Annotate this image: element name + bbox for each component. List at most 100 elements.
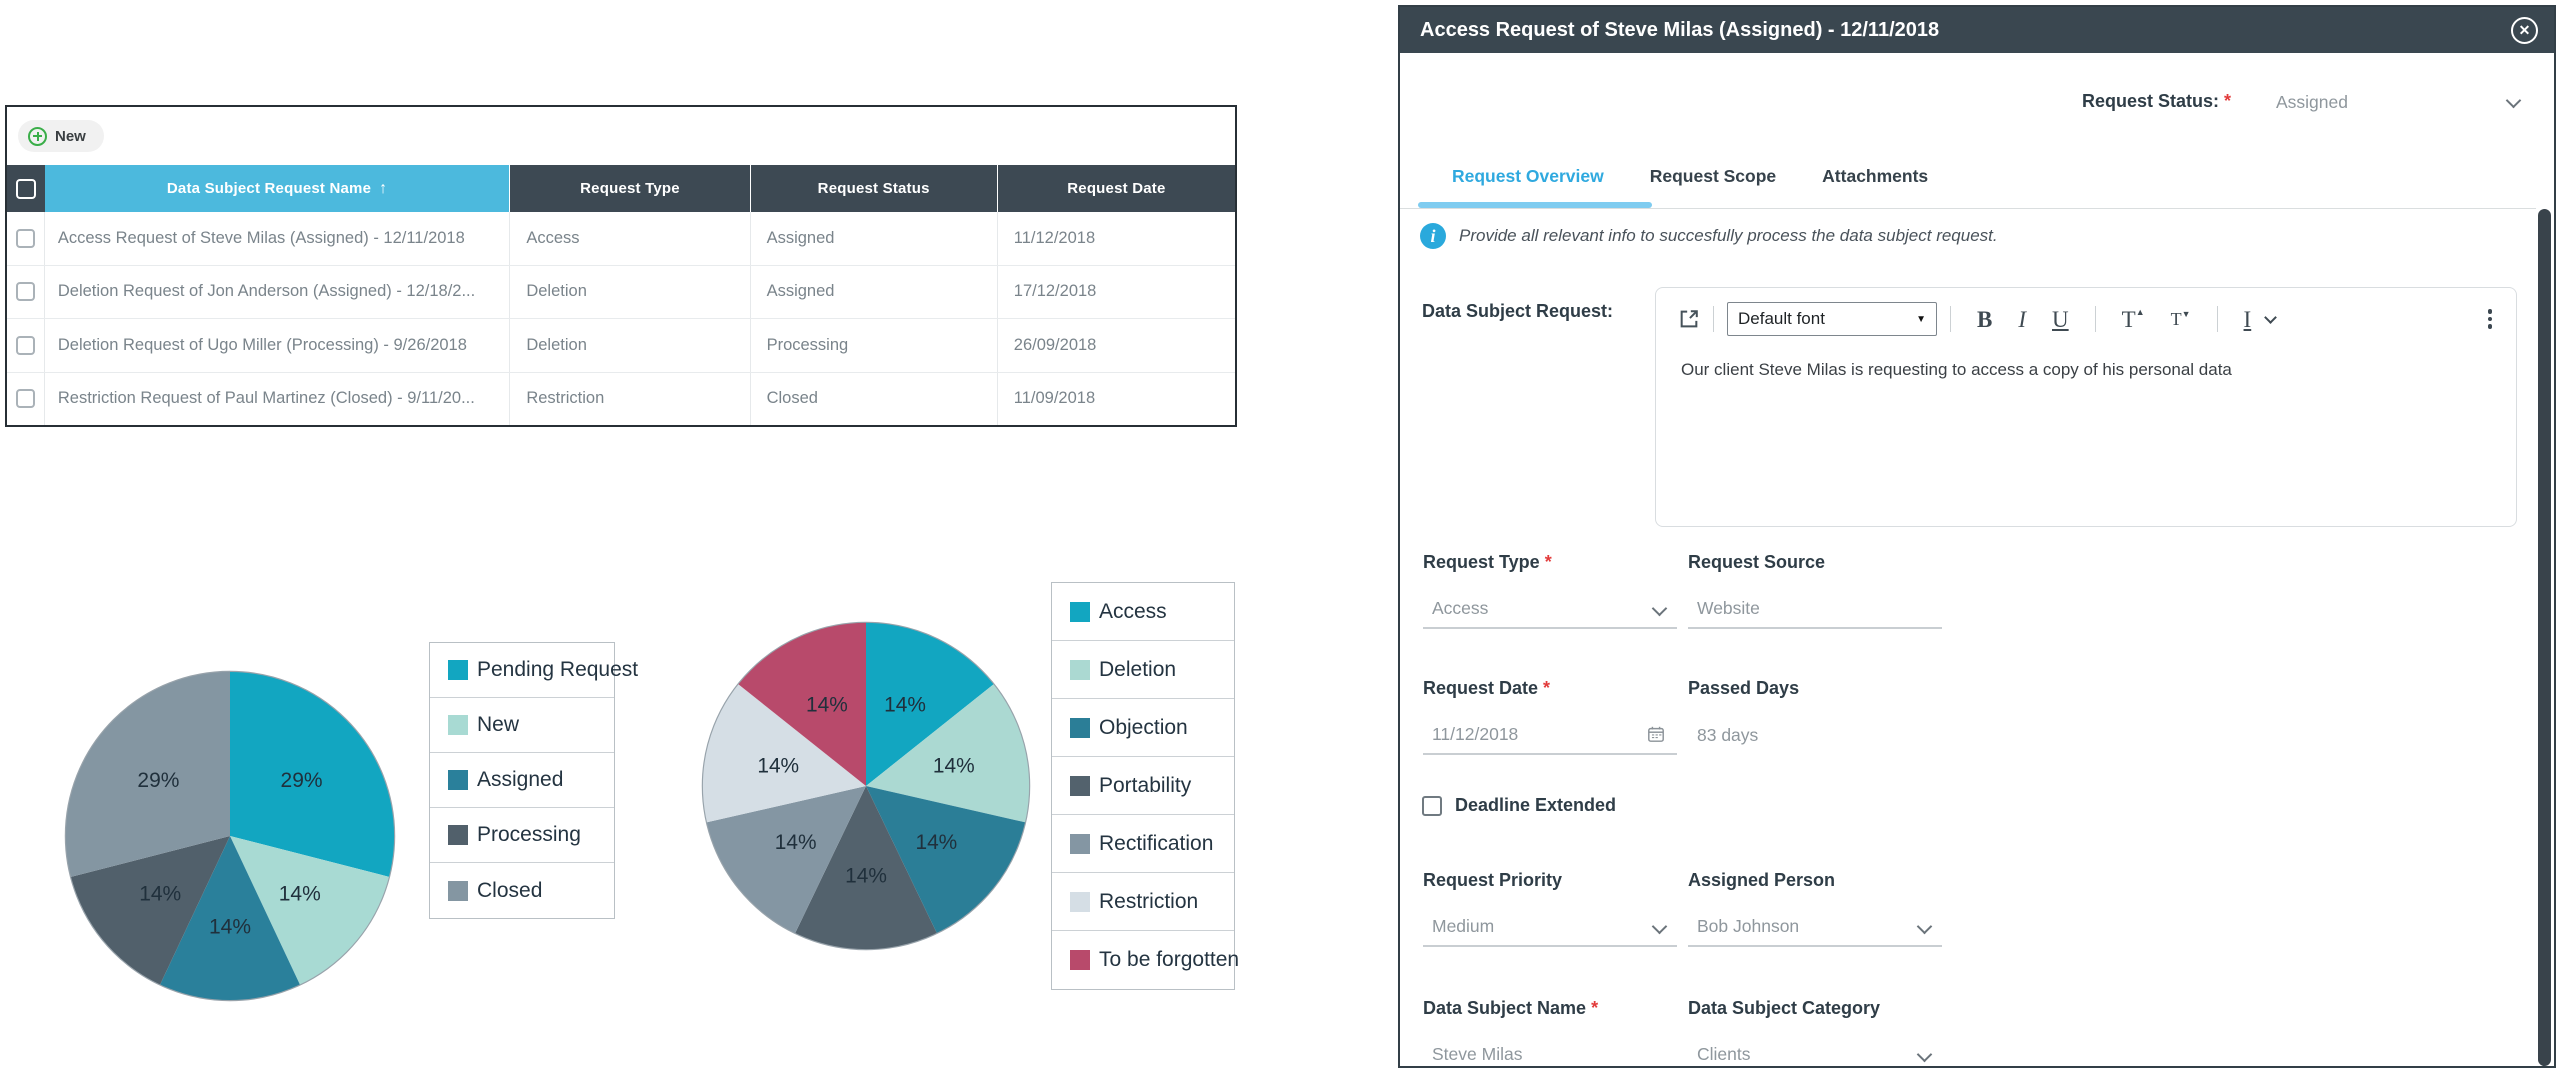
data-subject-request-label: Data Subject Request: <box>1422 301 1614 321</box>
legend-swatch <box>1070 659 1090 680</box>
legend-swatch <box>1070 775 1090 796</box>
pie-slice[interactable] <box>70 836 230 985</box>
legend-label: Processing <box>477 823 581 846</box>
tab-attachments[interactable]: Attachments <box>1822 166 1929 186</box>
legend-swatch <box>448 825 468 845</box>
pie-slice-label: 29% <box>281 769 323 792</box>
select-all-checkbox[interactable] <box>15 178 36 199</box>
text-style-button[interactable]: I <box>2243 306 2252 332</box>
legend-request-type: Access Deletion Objection Portability Rectif… <box>1051 582 1239 990</box>
open-in-new-window-icon[interactable] <box>1678 308 1700 330</box>
vertical-scrollbar-thumb[interactable] <box>2538 209 2551 1066</box>
pie-slice[interactable] <box>866 683 1030 823</box>
more-options-icon[interactable] <box>2487 309 2495 329</box>
pie-slice[interactable] <box>866 622 994 786</box>
new-request-button[interactable]: New <box>18 120 104 152</box>
legend-label: Portability <box>1099 773 1192 797</box>
field-request-type: Request Type * Access <box>1423 552 1677 629</box>
deadline-extended-checkbox-row[interactable]: Deadline Extended <box>1422 795 1616 816</box>
assigned-person-select[interactable]: Bob Johnson <box>1688 907 1942 947</box>
pie-slice[interactable] <box>65 671 231 877</box>
pie-slice[interactable] <box>794 786 938 950</box>
table-row[interactable]: Deletion Request of Jon Anderson (Assign… <box>7 265 1235 319</box>
legend-label: Pending Request <box>477 658 639 681</box>
pie-slice[interactable] <box>702 683 866 823</box>
data-subject-name-input[interactable]: Steve Milas <box>1423 1035 1677 1066</box>
legend-item: Objection <box>1052 699 1234 757</box>
subscript-button[interactable]: T▼ <box>2170 309 2191 329</box>
pie-slice-label: 29% <box>137 769 179 792</box>
row-checkbox[interactable] <box>15 282 35 302</box>
request-priority-select[interactable]: Medium <box>1423 907 1677 947</box>
legend-label: New <box>477 713 520 736</box>
cell-request-name: Restriction Request of Paul Martinez (Cl… <box>45 372 511 425</box>
column-header-name[interactable]: Data Subject Request Name ↑ <box>44 165 511 212</box>
request-type-value: Access <box>1432 597 1489 618</box>
chevron-down-icon[interactable] <box>2505 92 2522 109</box>
editor-content[interactable]: Our client Steve Milas is requesting to … <box>1681 360 2232 379</box>
legend-swatch <box>448 660 468 680</box>
modal-titlebar: Access Request of Steve Milas (Assigned)… <box>1400 7 2554 53</box>
column-header-type[interactable]: Request Type <box>510 165 751 212</box>
italic-button[interactable]: I <box>2018 306 2027 332</box>
field-request-date: Request Date * 11/12/2018 <box>1423 678 1677 755</box>
checkbox[interactable] <box>1422 795 1442 816</box>
chevron-down-icon <box>1651 918 1668 934</box>
pie-slice[interactable] <box>230 836 390 985</box>
toolbar-separator <box>2216 306 2218 332</box>
data-subject-category-value: Clients <box>1697 1043 1751 1064</box>
pie-outline <box>64 670 396 1002</box>
pie-chart-request-status[interactable]: 29% 14% 14% 14% 29% <box>62 668 398 1004</box>
request-detail-modal: Access Request of Steve Milas (Assigned)… <box>1398 5 2556 1068</box>
calendar-icon <box>1648 726 1664 742</box>
data-subject-category-select[interactable]: Clients <box>1688 1035 1942 1066</box>
font-family-select[interactable]: Default font ▼ <box>1727 302 1937 336</box>
close-icon[interactable]: ✕ <box>2511 16 2538 44</box>
legend-swatch <box>1070 891 1090 912</box>
bold-button[interactable]: B <box>1977 306 1993 332</box>
cell-request-status: Closed <box>751 372 998 425</box>
underline-button[interactable]: U <box>2052 306 2069 332</box>
required-asterisk: * <box>2224 91 2232 111</box>
cell-request-name: Deletion Request of Jon Anderson (Assign… <box>45 265 511 318</box>
legend-swatch <box>1070 601 1090 622</box>
passed-days-value: 83 days <box>1697 724 1759 745</box>
cell-request-date: 17/12/2018 <box>1013 282 1097 301</box>
row-checkbox[interactable] <box>15 335 35 355</box>
legend-swatch <box>448 880 468 901</box>
legend-label: To be forgotten <box>1099 948 1240 971</box>
request-date-input[interactable]: 11/12/2018 <box>1423 715 1677 755</box>
tab-request-scope[interactable]: Request Scope <box>1649 166 1777 186</box>
superscript-button[interactable]: T▲ <box>2121 306 2145 332</box>
legend-label: Assigned <box>477 768 564 791</box>
legend-label: Rectification <box>1099 831 1214 855</box>
table-row[interactable]: Access Request of Steve Milas (Assigned)… <box>7 212 1235 266</box>
table-row[interactable]: Restriction Request of Paul Martinez (Cl… <box>7 372 1235 425</box>
legend-swatch <box>1070 717 1090 738</box>
pie-slice-label: 14% <box>933 755 975 778</box>
pie-slice[interactable] <box>706 786 866 934</box>
row-checkbox[interactable] <box>15 389 35 409</box>
request-status-value[interactable]: Assigned <box>2276 92 2348 112</box>
column-header-date[interactable]: Request Date <box>997 165 1235 212</box>
row-checkbox[interactable] <box>15 228 35 248</box>
legend-swatch <box>1070 833 1090 854</box>
request-type-select[interactable]: Access <box>1423 589 1677 629</box>
tab-request-overview[interactable]: Request Overview <box>1452 166 1604 186</box>
table-row[interactable]: Deletion Request of Ugo Miller (Processi… <box>7 319 1235 373</box>
pie-slice[interactable] <box>866 786 1026 934</box>
cell-request-type: Deletion <box>510 319 751 372</box>
field-assigned-person: Assigned Person Bob Johnson <box>1688 870 1942 947</box>
pie-slice[interactable] <box>159 836 301 1001</box>
rich-text-editor: Default font ▼ B I U T▲ T▼ I Our client … <box>1655 287 2517 527</box>
chevron-down-icon[interactable] <box>2264 310 2278 324</box>
request-source-input[interactable]: Website <box>1688 589 1942 629</box>
pie-chart-request-type[interactable]: 14% 14% 14% 14% 14% 14% 14% <box>699 619 1033 953</box>
pie-slice[interactable] <box>230 671 395 877</box>
cell-request-type: Restriction <box>510 372 751 425</box>
pie-outline <box>701 621 1031 951</box>
column-header-status[interactable]: Request Status <box>750 165 998 212</box>
table-toolbar: New <box>7 107 1235 165</box>
pie-slice[interactable] <box>738 622 866 786</box>
